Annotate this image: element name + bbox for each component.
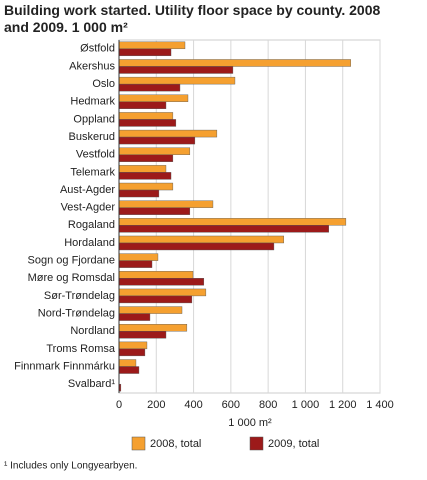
bar	[118, 324, 188, 332]
x-tick-label: 1 000	[292, 399, 320, 411]
bar	[118, 172, 172, 180]
bar	[118, 225, 329, 233]
bar	[118, 48, 172, 57]
bar	[118, 112, 174, 120]
bar	[118, 154, 174, 162]
bar	[118, 278, 205, 286]
y-tick-label: Aust-Agder	[60, 184, 115, 196]
bar	[118, 253, 159, 261]
bar	[118, 101, 167, 109]
bar	[118, 271, 194, 279]
x-tick-label: 1 200	[329, 399, 357, 411]
x-axis-label: 1 000 m²	[228, 417, 272, 429]
bar	[118, 83, 181, 92]
x-tick-label: 800	[259, 399, 277, 411]
legend-label: 2009, total	[268, 438, 319, 450]
y-tick-label: Sogn og Fjordane	[28, 255, 115, 267]
bar	[118, 94, 189, 102]
y-tick-label: Hordaland	[64, 237, 115, 249]
y-tick-label: Hedmark	[70, 96, 115, 108]
bar	[118, 295, 193, 304]
bar	[118, 76, 236, 85]
bar	[118, 136, 196, 145]
bar	[118, 207, 191, 215]
bar	[118, 189, 160, 198]
bar	[118, 66, 234, 74]
bar	[118, 119, 177, 127]
y-tick-label: Buskerud	[69, 131, 115, 143]
x-tick-label: 400	[184, 399, 202, 411]
y-tick-label: Troms Romsa	[46, 343, 116, 355]
bar	[118, 200, 214, 208]
legend-swatch	[249, 436, 264, 451]
bar	[118, 147, 191, 155]
y-tick-label: Nord-Trøndelag	[38, 307, 115, 319]
y-tick-label: Østfold	[80, 43, 115, 55]
y-tick-label: Telemark	[70, 166, 115, 178]
y-tick-label: Akershus	[69, 60, 115, 72]
bar	[118, 306, 183, 314]
bar	[118, 366, 140, 374]
bar	[118, 348, 146, 357]
y-tick-label: Oslo	[92, 78, 115, 90]
bar	[118, 260, 153, 268]
x-tick-label: 0	[116, 399, 122, 411]
y-tick-label: Finnmark Finnmárku	[14, 360, 115, 372]
bar	[118, 129, 218, 138]
bar	[118, 165, 167, 173]
bar	[118, 242, 275, 251]
bar	[118, 41, 186, 50]
x-tick-label: 1 400	[366, 399, 394, 411]
y-tick-label: Vest-Agder	[61, 202, 116, 214]
bar	[118, 182, 174, 191]
y-tick-label: Vestfold	[76, 149, 115, 161]
x-tick-label: 600	[222, 399, 240, 411]
bar	[118, 218, 347, 226]
chart-title: Building work started. Utility floor spa…	[4, 2, 381, 35]
y-tick-label: Rogaland	[68, 219, 115, 231]
legend-swatch	[131, 436, 146, 451]
y-tick-label: Sør-Trøndelag	[44, 290, 115, 302]
x-tick-label: 200	[147, 399, 165, 411]
bar	[118, 359, 137, 367]
y-tick-label: Svalbard¹	[68, 378, 115, 390]
bar	[118, 313, 151, 321]
legend-label: 2008, total	[150, 438, 201, 450]
bar	[118, 288, 207, 297]
plot-area	[118, 39, 381, 394]
y-tick-label: Nordland	[70, 325, 115, 337]
bar	[118, 59, 351, 67]
bar	[118, 331, 167, 339]
y-tick-label: Møre og Romsdal	[28, 272, 115, 284]
bar	[118, 235, 285, 244]
y-tick-label: Oppland	[73, 113, 115, 125]
bar	[118, 341, 148, 350]
footnote: ¹ Includes only Longyearbyen.	[4, 461, 137, 472]
